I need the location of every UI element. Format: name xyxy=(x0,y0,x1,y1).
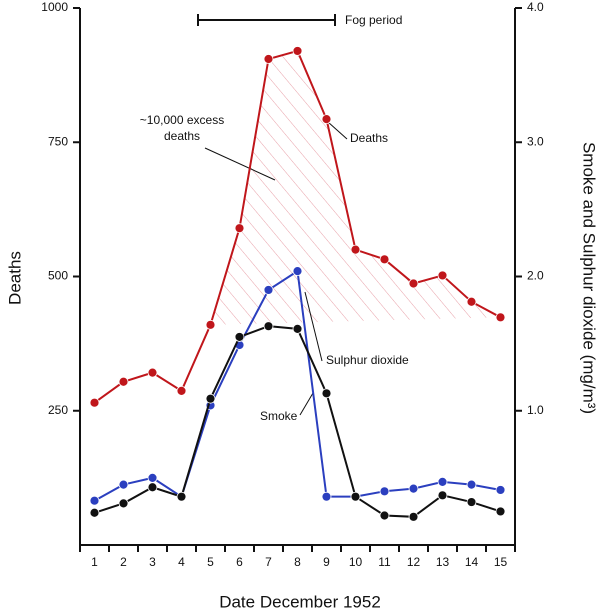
x-axis-title: Date December 1952 xyxy=(219,592,381,611)
x-tick-label: 13 xyxy=(436,555,450,569)
leader-line xyxy=(299,392,314,416)
y-tick-label: 750 xyxy=(48,134,68,148)
data-point xyxy=(118,498,129,509)
data-point xyxy=(147,367,158,378)
y-tick-label: 500 xyxy=(48,269,68,283)
excess-area xyxy=(210,50,501,325)
data-point xyxy=(234,332,245,342)
data-point xyxy=(495,485,506,495)
data-point xyxy=(176,491,187,502)
data-point xyxy=(321,388,332,399)
x-tick-label: 15 xyxy=(494,555,508,569)
data-point xyxy=(437,477,448,487)
data-point xyxy=(466,479,477,490)
data-point xyxy=(379,254,390,265)
data-point xyxy=(234,223,245,234)
data-point xyxy=(176,385,187,396)
x-tick-label: 6 xyxy=(236,555,243,569)
x-tick-label: 5 xyxy=(207,555,214,569)
data-point xyxy=(292,323,303,334)
data-point xyxy=(118,479,129,490)
x-tick-label: 4 xyxy=(178,555,185,569)
data-point xyxy=(466,296,477,307)
leader-line xyxy=(327,121,348,140)
data-point xyxy=(147,472,158,483)
data-point xyxy=(408,483,419,494)
x-tick-label: 7 xyxy=(265,555,272,569)
data-point xyxy=(379,486,390,497)
data-point xyxy=(495,506,506,517)
leader-line xyxy=(204,147,276,181)
data-point xyxy=(89,507,100,518)
data-point xyxy=(292,46,303,56)
series-label: Deaths xyxy=(350,131,388,145)
data-point xyxy=(89,397,100,408)
x-tick-label: 12 xyxy=(407,555,421,569)
x-tick-label: 11 xyxy=(378,555,391,569)
y2-tick-label: 2.0 xyxy=(527,269,544,283)
y2-axis-title: Smoke and Sulphur dioxide (mg/m³) xyxy=(580,142,599,414)
x-tick-label: 1 xyxy=(91,555,98,569)
y-axis-title: Deaths xyxy=(5,251,24,305)
annotation: ~10,000 excess xyxy=(140,113,224,127)
y-tick-label: 250 xyxy=(48,403,68,417)
data-point xyxy=(437,490,448,501)
data-point xyxy=(350,491,361,502)
data-point xyxy=(408,278,419,289)
data-point xyxy=(437,270,448,281)
data-point xyxy=(263,321,274,332)
y-tick-label: 1000 xyxy=(41,0,68,14)
annotation: deaths xyxy=(164,129,200,143)
data-point xyxy=(205,319,216,330)
data-point xyxy=(495,312,506,323)
data-point xyxy=(263,285,274,295)
data-point xyxy=(379,510,390,521)
series-label: Sulphur dioxide xyxy=(326,353,409,367)
data-point xyxy=(466,497,477,507)
x-tick-label: 14 xyxy=(465,555,479,569)
data-point xyxy=(408,511,419,522)
y2-tick-label: 1.0 xyxy=(527,403,544,417)
x-tick-label: 3 xyxy=(149,555,156,569)
data-point xyxy=(263,54,274,64)
x-tick-label: 9 xyxy=(323,555,330,569)
data-point xyxy=(147,482,158,493)
x-tick-label: 8 xyxy=(294,555,301,569)
data-point xyxy=(321,491,332,502)
data-point xyxy=(89,495,100,506)
data-point xyxy=(321,114,332,125)
data-point xyxy=(118,376,129,387)
x-tick-label: 2 xyxy=(120,555,127,569)
x-tick-label: 10 xyxy=(349,555,363,569)
data-point xyxy=(350,244,361,255)
y2-tick-label: 4.0 xyxy=(527,0,544,14)
leader-line xyxy=(304,291,323,362)
annotation: Fog period xyxy=(345,13,402,27)
data-point xyxy=(205,393,216,404)
series-label: Smoke xyxy=(260,409,298,423)
y2-tick-label: 3.0 xyxy=(527,134,544,148)
data-point xyxy=(292,266,303,277)
